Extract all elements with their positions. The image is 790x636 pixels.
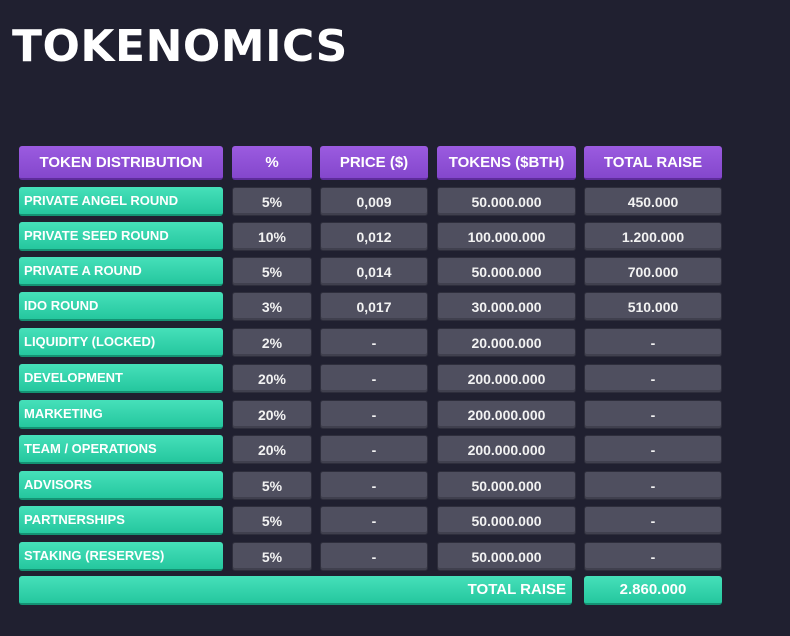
row-price: - [320,328,428,357]
row-tokens: 200.000.000 [437,364,576,393]
row-tokens: 50.000.000 [437,471,576,500]
row-label: TEAM / OPERATIONS [19,435,223,464]
row-total-raise: 510.000 [584,292,722,321]
table-row: TEAM / OPERATIONS 20% - 200.000.000 - [19,435,724,466]
row-label: IDO ROUND [19,292,223,321]
row-tokens: 50.000.000 [437,506,576,535]
row-label: ADVISORS [19,471,223,500]
table-row: PRIVATE ANGEL ROUND 5% 0,009 50.000.000 … [19,187,724,218]
row-price: 0,012 [320,222,428,251]
row-tokens: 50.000.000 [437,257,576,286]
row-label: PRIVATE ANGEL ROUND [19,187,223,216]
row-label: LIQUIDITY (LOCKED) [19,328,223,357]
row-percent: 5% [232,187,312,216]
row-percent: 20% [232,364,312,393]
row-tokens: 200.000.000 [437,435,576,464]
row-price: - [320,435,428,464]
row-label: PRIVATE SEED ROUND [19,222,223,251]
total-raise-value: 2.860.000 [584,576,722,605]
page-title: TOKENOMICS [12,21,348,72]
row-total-raise: - [584,364,722,393]
row-percent: 2% [232,328,312,357]
table-row: ADVISORS 5% - 50.000.000 - [19,471,724,502]
table-row: MARKETING 20% - 200.000.000 - [19,400,724,431]
row-percent: 3% [232,292,312,321]
header-token-distribution: TOKEN DISTRIBUTION [19,146,223,180]
row-tokens: 20.000.000 [437,328,576,357]
row-percent: 5% [232,542,312,571]
row-total-raise: 700.000 [584,257,722,286]
row-total-raise: - [584,435,722,464]
row-total-raise: - [584,400,722,429]
row-total-raise: - [584,542,722,571]
table-row: IDO ROUND 3% 0,017 30.000.000 510.000 [19,292,724,323]
row-label: MARKETING [19,400,223,429]
table-row: PRIVATE A ROUND 5% 0,014 50.000.000 700.… [19,257,724,288]
row-tokens: 30.000.000 [437,292,576,321]
table-row: STAKING (RESERVES) 5% - 50.000.000 - [19,542,724,573]
row-price: 0,009 [320,187,428,216]
row-label: DEVELOPMENT [19,364,223,393]
row-tokens: 50.000.000 [437,542,576,571]
table-row: LIQUIDITY (LOCKED) 2% - 20.000.000 - [19,328,724,359]
table-row: PRIVATE SEED ROUND 10% 0,012 100.000.000… [19,222,724,253]
row-percent: 5% [232,471,312,500]
row-tokens: 100.000.000 [437,222,576,251]
row-total-raise: - [584,506,722,535]
row-price: 0,017 [320,292,428,321]
total-raise-label: TOTAL RAISE [19,576,572,605]
row-tokens: 200.000.000 [437,400,576,429]
table-row: DEVELOPMENT 20% - 200.000.000 - [19,364,724,395]
row-percent: 5% [232,506,312,535]
row-label: PRIVATE A ROUND [19,257,223,286]
row-label: PARTNERSHIPS [19,506,223,535]
row-total-raise: - [584,471,722,500]
row-price: 0,014 [320,257,428,286]
row-price: - [320,400,428,429]
row-total-raise: 450.000 [584,187,722,216]
row-total-raise: 1.200.000 [584,222,722,251]
row-price: - [320,471,428,500]
row-percent: 20% [232,435,312,464]
total-row: TOTAL RAISE 2.860.000 [19,576,724,607]
row-price: - [320,506,428,535]
row-label: STAKING (RESERVES) [19,542,223,571]
table-header-row: TOKEN DISTRIBUTION % PRICE ($) TOKENS ($… [19,146,724,180]
row-percent: 5% [232,257,312,286]
row-price: - [320,364,428,393]
row-price: - [320,542,428,571]
row-percent: 20% [232,400,312,429]
header-total-raise: TOTAL RAISE [584,146,722,180]
row-total-raise: - [584,328,722,357]
table-row: PARTNERSHIPS 5% - 50.000.000 - [19,506,724,537]
header-price: PRICE ($) [320,146,428,180]
header-percent: % [232,146,312,180]
header-tokens: TOKENS ($BTH) [437,146,576,180]
row-tokens: 50.000.000 [437,187,576,216]
row-percent: 10% [232,222,312,251]
